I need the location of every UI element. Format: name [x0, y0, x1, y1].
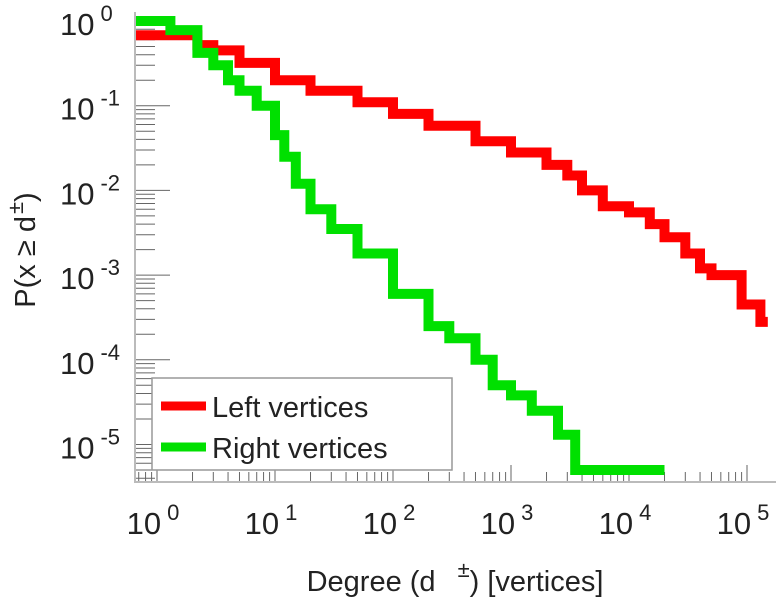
legend-box — [151, 377, 453, 471]
axis-ticks — [135, 20, 748, 482]
x-tick-labels: 10 0 10 1 10 2 10 3 10 4 10 5 — [127, 500, 770, 541]
legend-label-left: Left vertices — [212, 392, 368, 424]
y-tick-label: 10 -1 — [60, 86, 120, 127]
y-tick-label: 10 0 — [60, 1, 113, 42]
x-tick-label: 10 5 — [717, 500, 770, 541]
y-tick-label: 10 -2 — [60, 170, 120, 211]
x-tick-label: 10 3 — [481, 500, 534, 541]
series-line-left — [134, 30, 768, 327]
y-axis-label: P(x ≥ d±) — [3, 192, 42, 307]
series-line-right — [134, 16, 665, 475]
x-tick-label: 10 4 — [599, 500, 652, 541]
x-tick-label: 10 2 — [363, 500, 416, 541]
x-axis-label: Degree (d ±) [vertices] — [307, 557, 604, 598]
legend-label-right: Right vertices — [212, 433, 388, 465]
y-tick-label: 10 -3 — [60, 255, 120, 296]
legend: Left vertices Right vertices — [151, 377, 453, 471]
series-lines — [134, 16, 768, 475]
y-tick-label: 10 -5 — [60, 425, 120, 466]
x-tick-label: 10 1 — [245, 500, 298, 541]
x-tick-label: 10 0 — [127, 500, 180, 541]
y-tick-label: 10 -4 — [60, 340, 120, 381]
